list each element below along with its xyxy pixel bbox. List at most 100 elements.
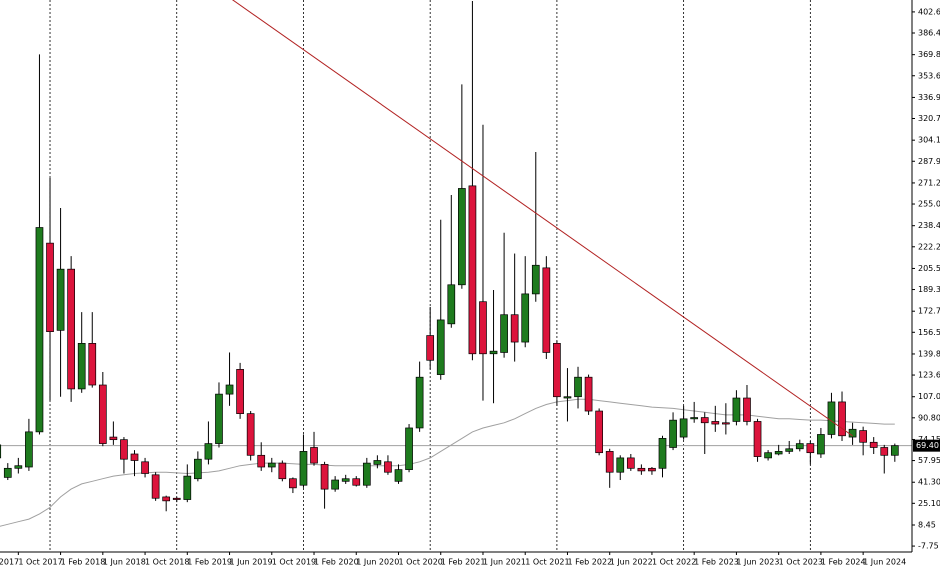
y-tick-label: 90.80 [918,413,940,422]
price-label-box [913,439,940,452]
candle-body [373,460,382,465]
y-tick-label: 320.75 [918,114,940,123]
candle-body [194,458,202,480]
candle-body [669,419,677,448]
y-tick-label: 41.30 [918,478,940,487]
x-tick-label: 1 Feb 2024 [821,558,866,567]
candle-body [859,430,867,443]
x-tick-label: 1 Feb 2018 [61,558,106,567]
x-tick-label: 1 Feb 2023 [694,558,739,567]
candle-body [447,284,456,325]
candle-body [679,418,688,438]
candle-body [553,343,561,398]
candle-body [56,268,65,331]
x-tick-label: 1 Feb 2021 [441,558,486,567]
candle-body [489,350,498,355]
x-tick-label: 1 Oct 2017 [18,558,62,567]
candle-body [605,451,614,473]
y-tick-label: 74.15 [918,435,940,444]
candle-body [637,467,646,472]
candle-body [25,431,33,468]
x-tick-label: 1 Jun 2022 [610,558,653,567]
candle-body [869,441,878,448]
y-tick-label: 123.65 [918,371,940,380]
plot-area [0,0,912,552]
candle-body [14,465,23,469]
candle-body [183,475,192,500]
candle-body [405,427,413,470]
candle-body [827,401,836,435]
x-tick-label: 1 Feb 2022 [567,558,612,567]
candle-body [362,462,371,486]
candle-body [743,397,751,422]
candle-body [711,421,720,425]
y-tick-label: 238.40 [918,221,940,230]
candle-body [890,445,899,456]
candle-body [785,448,794,452]
candle-body [595,410,603,454]
candle-body [479,301,487,355]
candle-body [3,467,12,478]
x-tick-label: 1 Jun 2024 [863,558,906,567]
candle-body [109,436,118,441]
candle-body [35,227,44,433]
candle-body [458,188,466,286]
candle-body [500,314,508,353]
x-tick-label: 1 Feb 2019 [187,558,232,567]
candle-body [700,417,709,424]
candle-body [215,393,223,444]
y-tick-label: 189.35 [918,285,940,294]
candle-body [46,242,54,332]
axes: 402.65 386.45 369.80 353.60 336.95 320.75 304.… [0,7,940,567]
candle-body [267,462,276,468]
candle-body [67,268,75,390]
candle-body [753,421,762,457]
candle-body [690,417,699,420]
candle-body [531,264,540,295]
candle-body [299,451,308,486]
candle-body [278,462,287,480]
y-tick-label: 336.95 [918,93,940,102]
x-tick-label: 1 Jun 2019 [230,558,273,567]
candle-body [151,474,160,499]
candle-body [584,376,593,412]
candle-body [626,457,635,469]
y-tick-label: 222.20 [918,242,940,251]
candle-body [563,396,572,399]
trendline [231,0,853,437]
candle-body [384,461,392,473]
candle-body [289,478,297,489]
candle-body [648,467,656,472]
candle-body [257,454,266,468]
candle-body [574,376,582,398]
y-tick-label: 369.80 [918,50,940,59]
candle-body [204,443,213,460]
x-tick-label: 1 Oct 2022 [652,558,696,567]
candle-body [98,384,107,444]
y-tick-label: 25.10 [918,499,940,508]
x-tick-label: 1 Jun 2020 [356,558,399,567]
candle-body [320,464,329,490]
candle-body [310,447,318,464]
price-label: 69.40 [916,441,939,450]
y-tick-label: 8.45 [918,520,936,529]
candle-body [130,453,139,461]
candle-body [817,434,825,455]
candle-body [806,443,815,454]
y-tick-label: 57.95 [918,456,940,465]
y-tick-label: 139.85 [918,349,940,358]
y-tick-label: 402.65 [918,7,940,16]
x-tick-label: 1 Feb 2020 [314,558,359,567]
candle-body [542,267,551,353]
candle-body [764,452,772,459]
candle-body [468,185,477,355]
candle-body [415,376,424,429]
candle-body [394,469,403,482]
candle-body [341,478,350,482]
x-tick-label: 1 Oct 2018 [145,558,189,567]
x-tick-label: 1 Oct 2021 [525,558,569,567]
candle-body [880,447,889,456]
y-tick-label: 156.50 [918,328,940,337]
candle-body [510,314,519,343]
